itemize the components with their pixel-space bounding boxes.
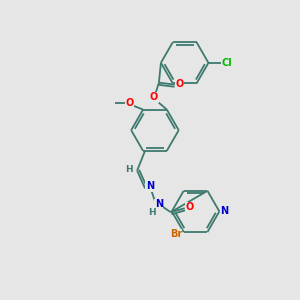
Text: N: N xyxy=(155,199,163,209)
Text: O: O xyxy=(176,79,184,88)
Text: Br: Br xyxy=(169,229,182,239)
Text: O: O xyxy=(150,92,158,103)
Text: O: O xyxy=(125,98,133,108)
Text: N: N xyxy=(146,182,154,191)
Text: O: O xyxy=(185,202,194,212)
Text: Cl: Cl xyxy=(222,58,233,68)
Text: N: N xyxy=(220,206,228,216)
Text: H: H xyxy=(125,165,133,174)
Text: H: H xyxy=(148,208,156,217)
